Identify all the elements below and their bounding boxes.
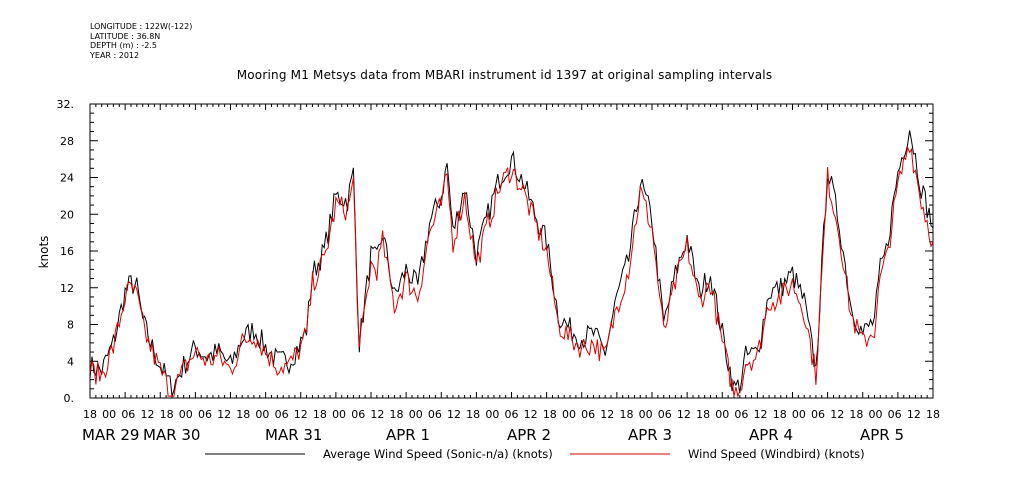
y-tick-labels: 0. 4 8 12 16 20 24 28 32. xyxy=(57,98,75,405)
x-hour-label: 18 xyxy=(926,408,940,421)
x-hour-label: 06 xyxy=(734,408,748,421)
y-tick-label: 12 xyxy=(60,282,74,295)
x-hour-label: 06 xyxy=(198,408,212,421)
x-day-label: APR 1 xyxy=(386,426,430,444)
x-hour-label: 12 xyxy=(907,408,921,421)
x-hour-label: 18 xyxy=(83,408,97,421)
x-hour-label: 06 xyxy=(658,408,672,421)
x-hour-label: 00 xyxy=(332,408,346,421)
x-hour-label: 12 xyxy=(294,408,308,421)
x-hour-label: 06 xyxy=(428,408,442,421)
series-windbird-line xyxy=(89,145,934,399)
x-hour-label: 18 xyxy=(236,408,250,421)
x-hour-label: 18 xyxy=(313,408,327,421)
x-hour-label: 00 xyxy=(715,408,729,421)
x-hour-label: 12 xyxy=(217,408,231,421)
x-day-label: APR 5 xyxy=(860,426,904,444)
y-tick-label: 8 xyxy=(67,319,74,332)
x-hour-label: 06 xyxy=(581,408,595,421)
x-hour-label: 12 xyxy=(600,408,614,421)
longitude-text: LONGITUDE : 122W(-122) xyxy=(90,22,193,31)
series-average-wind-line xyxy=(89,130,934,397)
x-hour-label: 06 xyxy=(505,408,519,421)
x-hour-label: 12 xyxy=(370,408,384,421)
x-hour-label: 00 xyxy=(639,408,653,421)
x-hour-label: 12 xyxy=(677,408,691,421)
x-hour-label: 18 xyxy=(160,408,174,421)
axis-ticks xyxy=(89,103,934,399)
depth-text: DEPTH (m) : -2.5 xyxy=(90,41,157,50)
x-hour-label: 12 xyxy=(754,408,768,421)
x-hour-label: 18 xyxy=(390,408,404,421)
y-tick-label: 20 xyxy=(60,208,74,221)
x-hour-label: 06 xyxy=(811,408,825,421)
metadata-block: LONGITUDE : 122W(-122) LATITUDE : 36.8N … xyxy=(90,22,192,60)
y-axis-label: knots xyxy=(37,236,51,269)
y-tick-label: 28 xyxy=(60,135,74,148)
x-day-label: APR 3 xyxy=(628,426,672,444)
x-day-label: APR 2 xyxy=(507,426,551,444)
x-hour-label: 00 xyxy=(869,408,883,421)
x-hour-label: 00 xyxy=(179,408,193,421)
x-hour-label: 00 xyxy=(409,408,423,421)
x-day-label: MAR 30 xyxy=(143,426,200,444)
x-day-label: MAR 29 xyxy=(82,426,139,444)
chart-title: Mooring M1 Metsys data from MBARI instru… xyxy=(236,68,773,82)
x-hour-label: 18 xyxy=(543,408,557,421)
x-hour-label: 06 xyxy=(888,408,902,421)
x-hour-label: 00 xyxy=(485,408,499,421)
year-text: YEAR : 2012 xyxy=(90,50,140,60)
series-group xyxy=(89,130,934,399)
x-hour-label: 18 xyxy=(773,408,787,421)
x-hour-label: 12 xyxy=(830,408,844,421)
x-hour-label: 12 xyxy=(447,408,461,421)
x-hour-label: 00 xyxy=(255,408,269,421)
x-day-label: APR 4 xyxy=(749,426,793,444)
legend-label-windbird: Wind Speed (Windbird) (knots) xyxy=(688,447,865,461)
x-hour-label: 06 xyxy=(121,408,135,421)
legend: Average Wind Speed (Sonic-n/a) (knots) W… xyxy=(205,447,865,461)
legend-label-average-wind: Average Wind Speed (Sonic-n/a) (knots) xyxy=(323,447,553,461)
x-hour-label: 06 xyxy=(351,408,365,421)
y-tick-label: 24 xyxy=(60,172,74,185)
x-hour-label: 12 xyxy=(524,408,538,421)
x-day-labels: MAR 29 MAR 30 MAR 31 APR 1 APR 2 APR 3 APR 4 AP… xyxy=(82,426,904,444)
x-hour-label: 06 xyxy=(275,408,289,421)
x-tick-labels: 18 00 06 12 18 00 06 12 18 00 06 12 18 00 06 12 18 00 06 12… xyxy=(83,408,940,421)
y-tick-label: 32. xyxy=(57,98,75,111)
x-hour-label: 00 xyxy=(792,408,806,421)
x-hour-label: 18 xyxy=(849,408,863,421)
y-tick-label: 4 xyxy=(67,355,74,368)
x-hour-label: 00 xyxy=(562,408,576,421)
x-hour-label: 18 xyxy=(466,408,480,421)
x-hour-label: 18 xyxy=(696,408,710,421)
x-day-label: MAR 31 xyxy=(265,426,322,444)
y-tick-label: 0. xyxy=(64,392,75,405)
x-hour-label: 18 xyxy=(619,408,633,421)
plot-frame xyxy=(89,103,934,399)
x-hour-label: 12 xyxy=(140,408,154,421)
y-tick-label: 16 xyxy=(60,245,74,258)
latitude-text: LATITUDE : 36.8N xyxy=(90,31,161,41)
x-hour-label: 00 xyxy=(102,408,116,421)
